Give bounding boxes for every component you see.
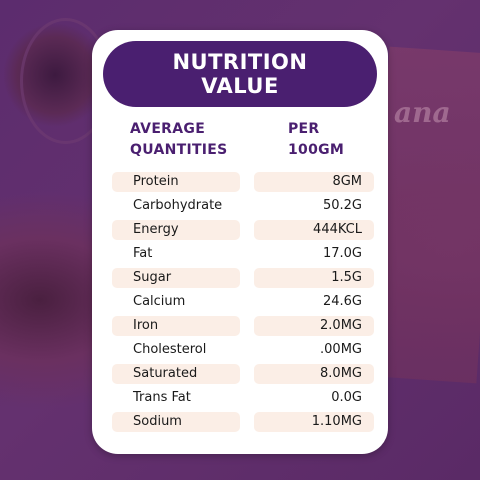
- column-header-right-line-1: PER: [288, 121, 320, 137]
- table-row-protein: Protein 8GM: [112, 172, 374, 192]
- column-header-right-line-2: 100GM: [288, 142, 345, 158]
- table-row-iron: Iron 2.0MG: [112, 316, 374, 336]
- nutrient-value: 444KCL: [254, 220, 374, 240]
- nutrient-value: 1.5G: [254, 268, 374, 288]
- column-header-left-line-1: AVERAGE: [130, 121, 206, 137]
- table-row-carbohydrate: Carbohydrate 50.2G: [112, 196, 374, 216]
- nutrient-name: Fat: [133, 246, 153, 261]
- table-row-trans-fat: Trans Fat 0.0G: [112, 388, 374, 408]
- package-brand-text: ana: [394, 96, 451, 129]
- column-header-left-line-2: QUANTITIES: [130, 142, 228, 158]
- column-header-per-100gm: PER 100GM: [288, 119, 344, 161]
- column-header-quantities: AVERAGE QUANTITIES: [130, 119, 228, 161]
- nutrient-value: 0.0G: [331, 390, 362, 405]
- table-row-sugar: Sugar 1.5G: [112, 268, 374, 288]
- nutrient-name: Sugar: [112, 268, 240, 288]
- nutrient-name: Iron: [112, 316, 240, 336]
- nutrient-value: 50.2G: [322, 198, 362, 213]
- nutrient-value: 1.10MG: [254, 412, 374, 432]
- title-line-2: VALUE: [201, 74, 279, 98]
- table-row-sodium: Sodium 1.10MG: [112, 412, 374, 432]
- nutrient-value: 8.0MG: [254, 364, 374, 384]
- nutrient-name: Trans Fat: [133, 390, 191, 405]
- nutrient-name: Sodium: [112, 412, 240, 432]
- table-row-saturated: Saturated 8.0MG: [112, 364, 374, 384]
- table-row-fat: Fat 17.0G: [112, 244, 374, 264]
- nutrient-value: 17.0G: [322, 246, 362, 261]
- nutrition-card: NUTRITION VALUE AVERAGE QUANTITIES PER 1…: [92, 30, 388, 454]
- card-title: NUTRITION VALUE: [103, 41, 377, 107]
- nutrient-name: Cholesterol: [133, 342, 207, 357]
- nutrient-name: Calcium: [133, 294, 186, 309]
- table-row-calcium: Calcium 24.6G: [112, 292, 374, 312]
- nutrient-value: .00MG: [320, 342, 362, 357]
- title-line-1: NUTRITION: [172, 50, 308, 74]
- nutrient-name: Protein: [112, 172, 240, 192]
- table-row-cholesterol: Cholesterol .00MG: [112, 340, 374, 360]
- nutrient-name: Saturated: [112, 364, 240, 384]
- nutrient-value: 24.6G: [322, 294, 362, 309]
- nutrient-value: 2.0MG: [254, 316, 374, 336]
- nutrient-value: 8GM: [254, 172, 374, 192]
- nutrient-name: Carbohydrate: [133, 198, 223, 213]
- table-row-energy: Energy 444KCL: [112, 220, 374, 240]
- nutrient-name: Energy: [112, 220, 240, 240]
